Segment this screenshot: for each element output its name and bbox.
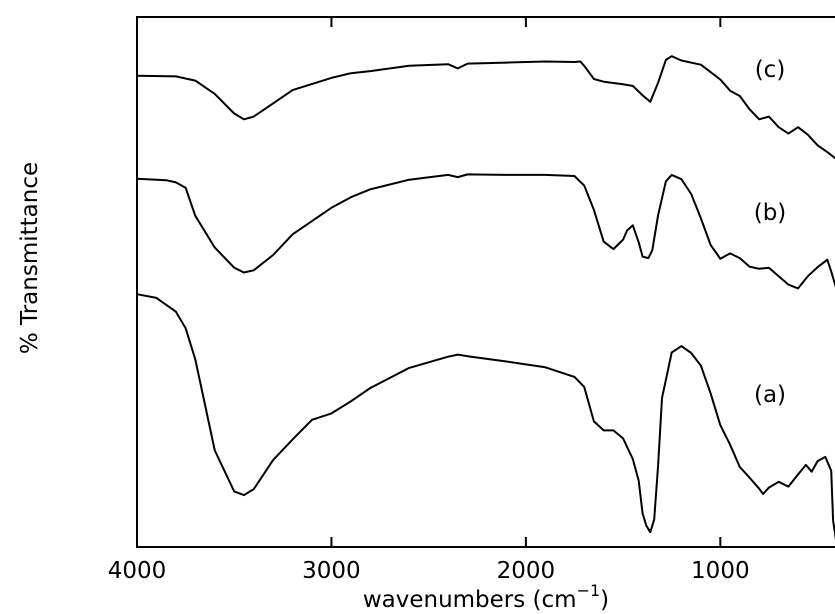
x-axis-title-main: wavenumbers (cm bbox=[363, 587, 577, 613]
trace-labels: (c) (b) (a) bbox=[754, 57, 787, 408]
spectrum-traces bbox=[136, 55, 835, 541]
x-axis-ticks bbox=[136, 17, 722, 547]
trace-b bbox=[136, 173, 835, 290]
x-tick-label-4000: 4000 bbox=[108, 558, 167, 584]
trace-label-c: (c) bbox=[755, 57, 786, 83]
x-tick-label-3000: 3000 bbox=[302, 558, 361, 584]
trace-a bbox=[136, 293, 835, 541]
trace-c bbox=[136, 55, 835, 160]
trace-label-a: (a) bbox=[754, 382, 786, 408]
x-axis-title: wavenumbers (cm−1) bbox=[363, 581, 609, 613]
x-tick-label-2000: 2000 bbox=[497, 558, 556, 584]
x-axis-tick-labels: 4000 3000 2000 1000 bbox=[108, 558, 750, 584]
x-tick-label-1000: 1000 bbox=[691, 558, 750, 584]
y-axis-title: % Transmittance bbox=[17, 162, 43, 354]
x-axis-title-close: ) bbox=[600, 587, 609, 613]
x-axis-title-superscript: −1 bbox=[577, 581, 601, 600]
trace-label-b: (b) bbox=[754, 200, 787, 226]
plot-frame bbox=[136, 16, 835, 548]
